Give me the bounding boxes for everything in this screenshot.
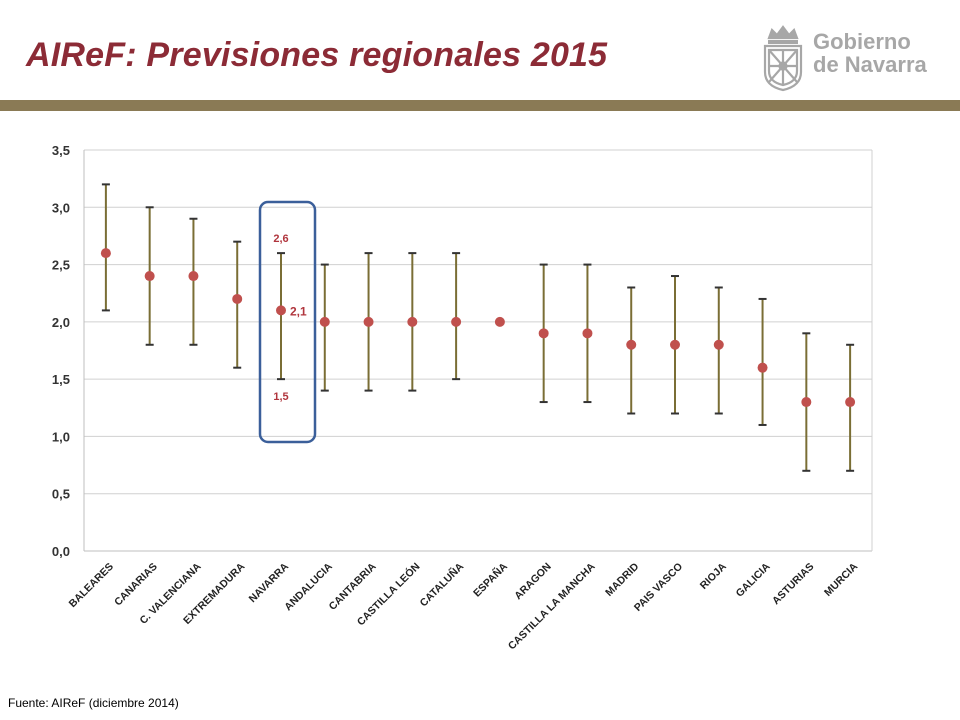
source-note: Fuente: AIReF (diciembre 2014) [8,696,179,710]
y-tick-label: 1,5 [52,372,70,387]
data-point [407,316,418,327]
data-point [670,339,680,350]
gobierno-navarra-logo: Gobierno de Navarra [760,24,950,96]
x-tick-label: CASTILLA LA MANCHA [506,560,598,652]
x-tick-label: CATALUÑA [417,560,467,610]
data-point [363,316,374,327]
data-point [144,271,155,282]
x-tick-label: CANARIAS [112,561,160,609]
data-point [100,248,111,259]
y-tick-label: 2,5 [52,258,70,273]
data-point [757,362,768,373]
data-point [319,316,330,327]
header-rule [0,100,960,111]
y-tick-label: 3,5 [52,143,70,158]
x-tick-label: ARAGON [512,561,553,602]
data-point [538,328,549,339]
data-point [276,305,286,316]
y-tick-label: 0,0 [52,544,70,559]
data-point [451,316,462,327]
annotation-low: 1,5 [273,391,288,403]
data-point [188,271,199,282]
annotation-value: 2,1 [290,304,307,318]
logo-line-2: de Navarra [813,52,927,77]
data-point [801,397,812,408]
data-point [845,397,856,408]
highlight-box [258,200,317,444]
x-tick-label: ESPAÑA [470,560,510,600]
x-tick-label: MURCIA [822,560,860,598]
y-tick-label: 0,5 [52,487,70,502]
data-point [232,293,243,304]
logo-line-1: Gobierno [813,29,911,54]
data-point [713,339,724,350]
y-tick-label: 3,0 [52,200,70,215]
navarra-coat-of-arms-icon [763,25,803,92]
annotation-high: 2,6 [273,233,288,245]
x-tick-label: NAVARRA [247,560,292,605]
x-tick-label: MADRID [603,560,641,598]
x-tick-label: ASTURIAS [770,561,816,607]
data-point [494,316,505,327]
x-tick-label: GALICIA [734,560,773,599]
y-tick-label: 1,0 [52,429,70,444]
error-bar-chart: 0,0 0,5 1,0 1,5 2,0 2,5 3,0 3,5 BALEARESCANARIAS… [52,143,873,652]
x-tick-label: BALEARES [67,561,116,610]
y-tick-label: 2,0 [52,315,70,330]
page-title: AIReF: Previsiones regionales 2015 [26,36,608,74]
data-point [626,339,637,350]
data-point [582,328,593,339]
x-tick-label: RIOJA [698,560,729,591]
